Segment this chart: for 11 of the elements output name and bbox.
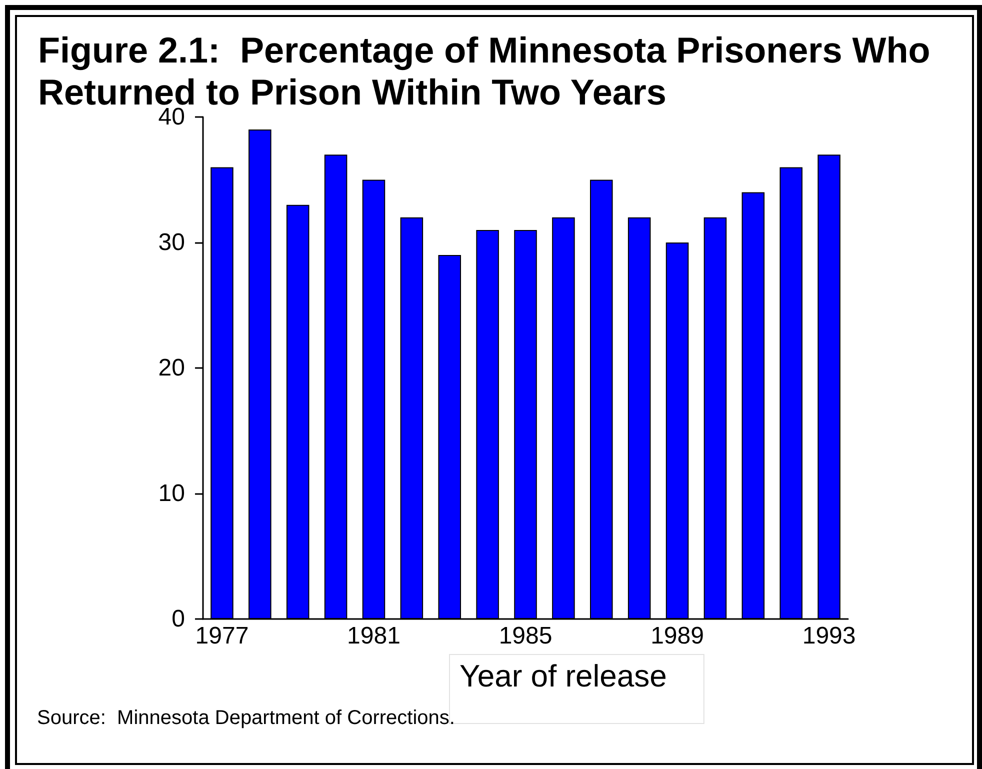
y-tick-label: 20 bbox=[158, 354, 185, 382]
x-tick-label: 1985 bbox=[498, 622, 552, 650]
y-tick-label: 0 bbox=[172, 606, 185, 632]
x-axis-title: Year of release bbox=[460, 658, 667, 694]
y-tick-label: 30 bbox=[158, 229, 185, 256]
x-tick-label: 1993 bbox=[802, 622, 856, 650]
source-note: Source: Minnesota Department of Corrections. bbox=[37, 707, 455, 729]
x-tick-label: 1989 bbox=[650, 622, 704, 650]
x-tick-label: 1981 bbox=[347, 622, 400, 650]
x-tick-label: 1977 bbox=[195, 622, 249, 650]
y-tick-label: 10 bbox=[158, 480, 185, 507]
